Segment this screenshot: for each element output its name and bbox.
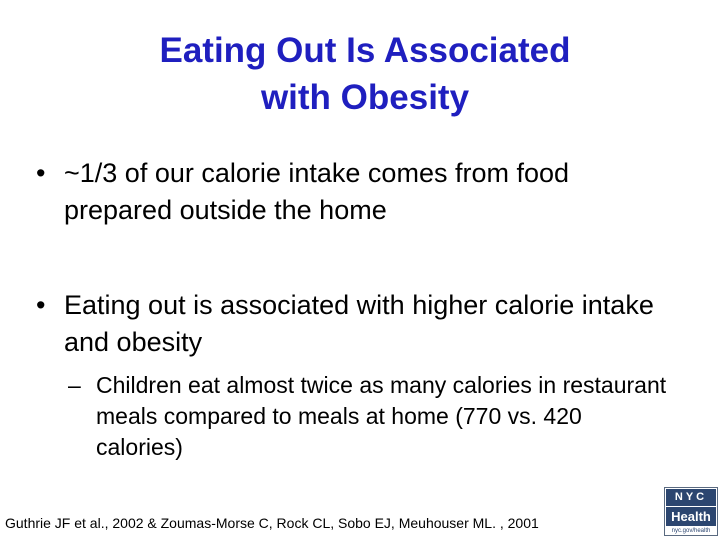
bullet-marker: • xyxy=(36,158,46,188)
sub-bullet-text: Children eat almost twice as many calori… xyxy=(96,372,667,460)
bullet-text: Eating out is associated with higher cal… xyxy=(64,290,654,357)
bullet-text: ~1/3 of our calorie intake comes from fo… xyxy=(64,158,570,225)
nyc-health-logo: NYC Health nyc.gov/health xyxy=(664,487,718,536)
logo-nyc-text: NYC xyxy=(666,489,716,506)
logo-health-text: Health xyxy=(666,507,716,526)
sub-bullet-item-children-calories: – Children eat almost twice as many calo… xyxy=(68,370,668,463)
bullet-item-calorie-intake: • ~1/3 of our calorie intake comes from … xyxy=(36,155,676,229)
sub-bullet-marker: – xyxy=(68,372,81,398)
slide-title-line-1: Eating Out Is Associated xyxy=(159,31,571,70)
slide-title-line-2: with Obesity xyxy=(260,78,470,117)
bullet-marker: • xyxy=(36,290,46,320)
slide-title: Eating Out Is Associated with Obesity xyxy=(60,27,670,121)
logo-url-text: nyc.gov/health xyxy=(671,528,711,534)
bullet-item-eating-out: • Eating out is associated with higher c… xyxy=(36,287,676,361)
citation: Guthrie JF et al., 2002 & Zoumas-Morse C… xyxy=(5,515,539,531)
